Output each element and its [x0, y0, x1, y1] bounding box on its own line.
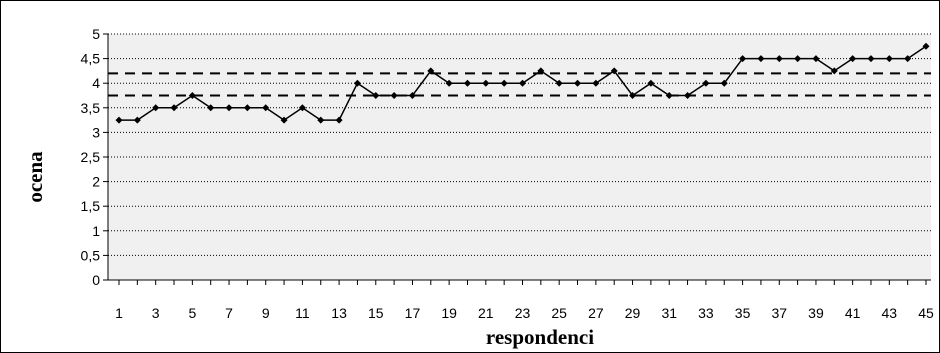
x-tick-label: 39 [808, 305, 824, 321]
x-tick-label: 15 [368, 305, 384, 321]
x-tick-label: 45 [918, 305, 934, 321]
x-tick-label: 25 [551, 305, 567, 321]
data-point [152, 104, 160, 112]
x-tick-label: 29 [625, 305, 641, 321]
x-tick-label: 41 [845, 305, 861, 321]
data-point [243, 104, 251, 112]
x-tick-label: 21 [478, 305, 494, 321]
data-point [647, 79, 655, 87]
data-point [922, 42, 930, 50]
x-tick-label: 5 [188, 305, 196, 321]
y-tick-label: 2,5 [81, 149, 101, 165]
data-point [390, 92, 398, 99]
data-point [280, 116, 288, 124]
data-point [904, 55, 912, 63]
data-point [372, 92, 380, 99]
y-tick-label: 2 [92, 174, 100, 190]
data-point [188, 92, 196, 99]
data-point [408, 92, 416, 99]
x-tick-label: 9 [262, 305, 270, 321]
data-point [794, 55, 802, 63]
x-tick-label: 37 [771, 305, 787, 321]
data-point [262, 104, 270, 112]
y-tick-label: 0,5 [81, 247, 101, 263]
y-axis-title: ocena [23, 151, 47, 203]
data-point [353, 79, 361, 87]
y-tick-label: 5 [92, 26, 100, 42]
x-tick-label: 35 [735, 305, 751, 321]
y-tick-label: 4,5 [81, 51, 101, 67]
x-axis-title: respondenci [486, 325, 594, 349]
x-tick-label: 13 [331, 305, 347, 321]
data-point [684, 92, 692, 99]
data-point [574, 79, 582, 87]
data-point [775, 55, 783, 63]
y-tick-label: 0 [92, 272, 100, 288]
x-tick-label: 11 [295, 305, 310, 321]
data-point [812, 55, 820, 63]
data-point [555, 79, 563, 87]
data-point [115, 116, 123, 124]
x-tick-label: 17 [405, 305, 421, 321]
y-tick-label: 3,5 [81, 100, 101, 116]
data-point [298, 104, 306, 112]
data-point [170, 104, 178, 112]
data-point [225, 104, 233, 112]
data-point [867, 55, 875, 63]
data-point [702, 79, 710, 87]
data-point [592, 79, 600, 87]
data-point [720, 79, 728, 87]
data-point [849, 55, 857, 63]
y-tick-label: 3 [92, 124, 100, 140]
x-tick-label: 1 [115, 305, 123, 321]
data-point [665, 92, 673, 99]
data-point [629, 92, 637, 99]
data-point [317, 116, 325, 124]
x-tick-label: 23 [515, 305, 531, 321]
x-tick-label: 33 [698, 305, 714, 321]
data-point [830, 67, 838, 75]
x-tick-label: 7 [225, 305, 233, 321]
data-point [519, 79, 526, 87]
y-tick-label: 1,5 [81, 198, 101, 214]
data-point [610, 67, 618, 75]
data-point [335, 116, 343, 124]
data-point [463, 79, 471, 87]
data-point [757, 55, 765, 63]
x-tick-label: 19 [441, 305, 457, 321]
data-point [739, 55, 747, 63]
data-point [537, 67, 545, 75]
x-tick-label: 27 [588, 305, 604, 321]
x-tick-label: 43 [882, 305, 898, 321]
data-point [207, 104, 215, 112]
data-point [133, 116, 141, 124]
x-tick-label: 3 [152, 305, 160, 321]
data-point [427, 67, 435, 75]
x-tick-label: 31 [661, 305, 677, 321]
data-point [500, 79, 508, 87]
data-point [445, 79, 453, 87]
data-point [482, 79, 490, 87]
data-point [885, 55, 893, 63]
y-tick-label: 1 [92, 223, 100, 239]
y-tick-label: 4 [92, 75, 100, 91]
